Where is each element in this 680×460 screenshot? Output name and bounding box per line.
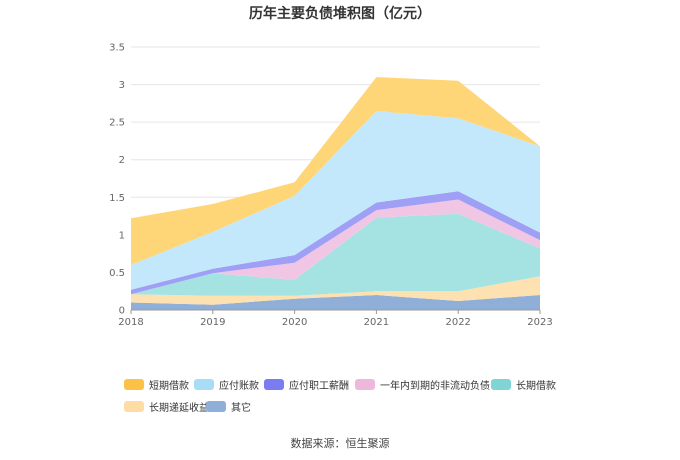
legend-item[interactable]: 短期借款 [124, 377, 189, 392]
series-area [131, 191, 540, 295]
series-area [131, 213, 540, 296]
x-axis: 2018 2019 2020 2021 2022 2023 [118, 309, 553, 328]
legend-label: 短期借款 [149, 381, 189, 392]
y-tick-label: 1.5 [109, 193, 125, 204]
y-tick-label: 2 [119, 155, 125, 166]
legend-label: 一年内到期的非流动负债 [380, 381, 490, 392]
legend-swatch [491, 379, 511, 390]
legend-label: 应付职工薪酬 [289, 381, 349, 392]
legend-item[interactable]: 应付职工薪酬 [264, 377, 349, 392]
stacked-area-chart: 2018 2019 2020 2021 2022 2023 0 0.5 1 1.5 2 2.5 3 3.… [109, 43, 553, 329]
legend-label: 长期递延收益 [149, 403, 209, 414]
area-series [131, 77, 540, 310]
x-tick-label: 2019 [200, 317, 225, 328]
chart-title: 历年主要负债堆积图（亿元） [249, 6, 431, 22]
legend-swatch [264, 379, 284, 390]
y-tick-label: 3 [119, 80, 125, 91]
legend-swatch [194, 379, 214, 390]
legend-item[interactable]: 一年内到期的非流动负债 [355, 377, 490, 392]
data-source-note: 数据来源：恒生聚源 [290, 437, 390, 450]
x-tick-label: 2020 [282, 317, 307, 328]
series-area [131, 295, 540, 310]
y-axis: 0 0.5 1 1.5 2 2.5 3 3.5 [109, 43, 125, 317]
legend-item[interactable]: 长期借款 [491, 377, 556, 392]
series-area [131, 199, 540, 295]
y-tick-label: 0.5 [109, 268, 125, 279]
legend-swatch [355, 379, 375, 390]
y-tick-label: 0 [119, 306, 125, 317]
legend-item[interactable]: 长期递延收益 [124, 399, 209, 414]
x-tick-label: 2023 [527, 317, 552, 328]
series-area [131, 110, 540, 290]
legend-swatch [124, 379, 144, 390]
legend-item[interactable]: 其它 [206, 399, 251, 414]
x-tick-label: 2021 [364, 317, 389, 328]
legend-label: 其它 [231, 403, 251, 414]
legend-label: 应付账款 [219, 381, 259, 392]
y-tick-label: 1 [119, 230, 125, 241]
legend-swatch [124, 401, 144, 412]
x-tick-label: 2018 [118, 317, 143, 328]
legend-label: 长期借款 [516, 381, 556, 392]
x-tick-label: 2022 [445, 317, 470, 328]
series-area [131, 276, 540, 305]
legend-item[interactable]: 应付账款 [194, 377, 259, 392]
series-area [131, 77, 540, 265]
legend-swatch [206, 401, 226, 412]
y-tick-label: 3.5 [109, 43, 125, 54]
y-tick-label: 2.5 [109, 118, 125, 129]
